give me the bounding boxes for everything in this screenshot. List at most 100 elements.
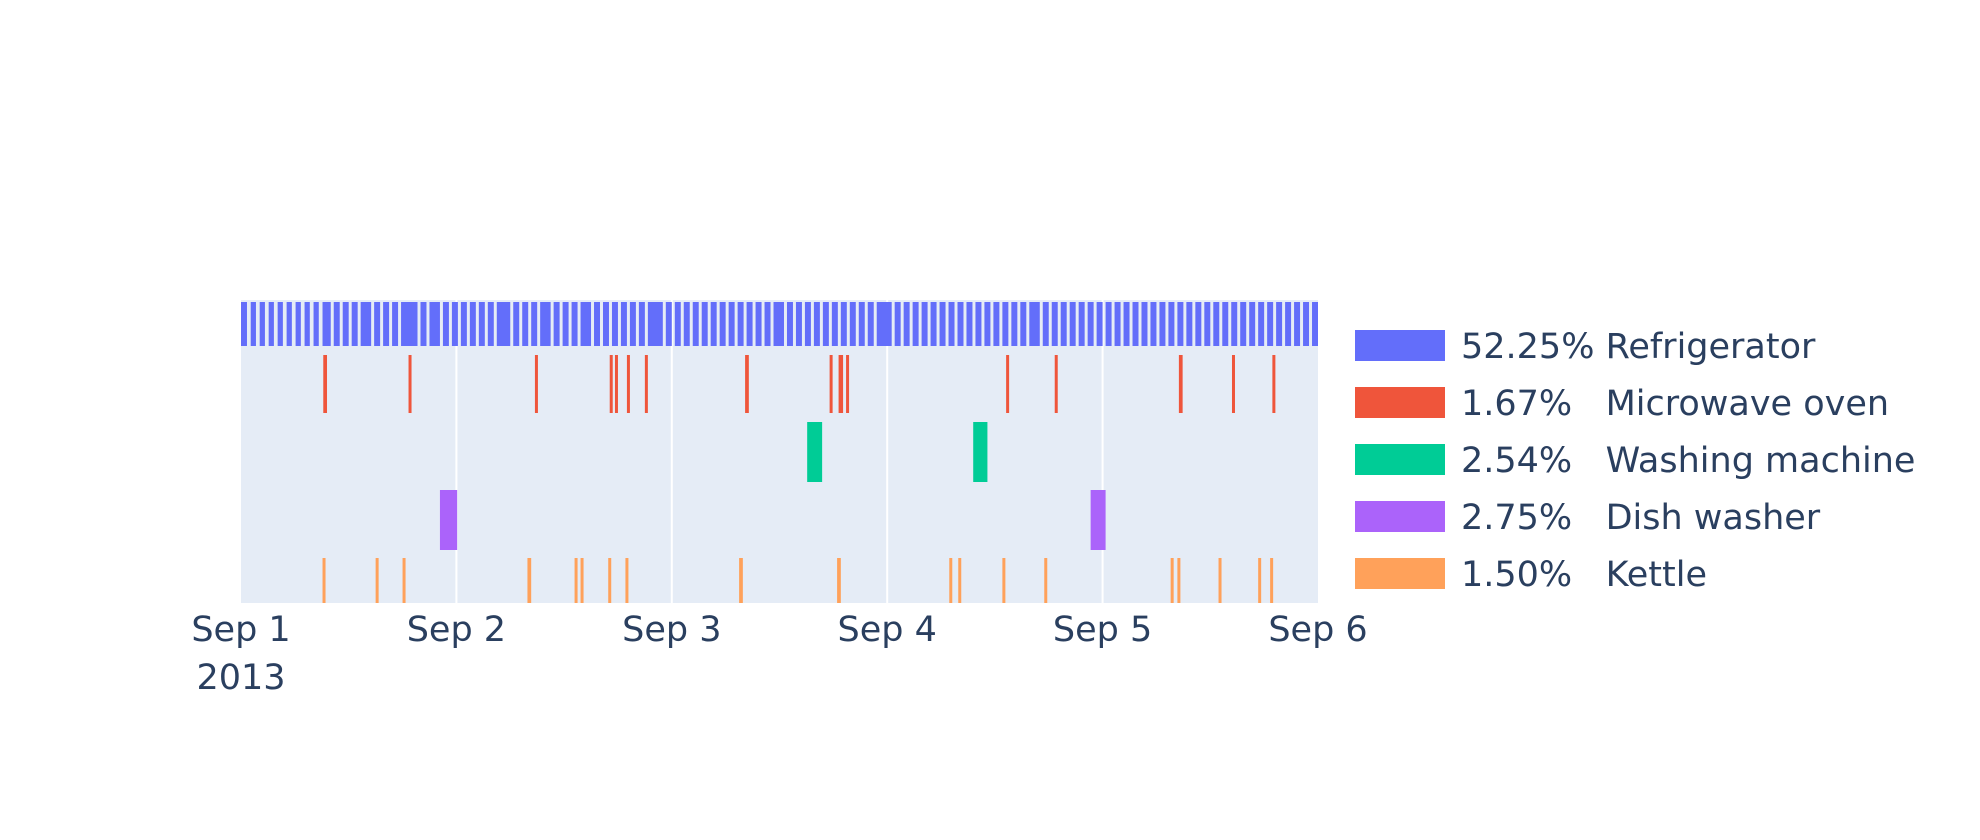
bar-microwave-oven [534, 355, 538, 413]
bar-microwave-oven [1006, 355, 1010, 413]
bar-refrigerator [894, 302, 901, 346]
bar-kettle [1177, 558, 1181, 603]
bar-refrigerator [1029, 302, 1040, 346]
bar-refrigerator [487, 302, 494, 346]
bar-microwave-oven [745, 355, 749, 413]
bar-refrigerator [1285, 302, 1292, 346]
legend[interactable]: 52.25% Refrigerator 1.67% Microwave oven 2… [1355, 327, 1915, 595]
bar-kettle [739, 558, 743, 603]
bar-microwave-oven [829, 355, 833, 413]
bar-refrigerator [594, 302, 600, 346]
bar-refrigerator [975, 302, 982, 346]
bar-washing-machine [973, 422, 988, 482]
bar-refrigerator [295, 302, 301, 346]
bar-refrigerator [1177, 302, 1184, 346]
bar-refrigerator [867, 302, 874, 346]
bars [241, 302, 1318, 603]
bar-refrigerator [930, 302, 937, 346]
bar-refrigerator [719, 302, 726, 346]
x-tick-label: Sep 6 [1268, 610, 1367, 650]
bar-refrigerator [1087, 302, 1094, 346]
bar-refrigerator [948, 302, 955, 346]
legend-item[interactable]: 1.50% Kettle [1355, 555, 1707, 595]
bar-refrigerator [1249, 302, 1256, 346]
bar-refrigerator [1011, 302, 1018, 346]
bar-refrigerator [939, 302, 946, 346]
bar-refrigerator [1231, 302, 1238, 346]
bar-refrigerator [755, 302, 762, 346]
bar-refrigerator [1020, 302, 1027, 346]
bar-kettle [625, 558, 629, 603]
bar-refrigerator [1168, 302, 1175, 346]
bar-kettle [375, 558, 379, 603]
bar-refrigerator [804, 302, 811, 346]
bar-refrigerator [1303, 302, 1310, 346]
bar-refrigerator [553, 302, 560, 346]
bar-refrigerator [531, 302, 538, 346]
bar-refrigerator [540, 302, 551, 346]
bar-refrigerator [268, 302, 274, 346]
legend-label: 52.25% Refrigerator [1461, 327, 1816, 367]
legend-item[interactable]: 52.25% Refrigerator [1355, 327, 1816, 367]
bar-refrigerator [674, 302, 681, 346]
bar-refrigerator [813, 302, 820, 346]
x-tick-label: Sep 5 [1053, 610, 1152, 650]
bar-kettle [837, 558, 841, 603]
bar-microwave-oven [626, 355, 630, 413]
x-tick-label: Sep 4 [838, 610, 937, 650]
legend-item[interactable]: 2.54% Washing machine [1355, 441, 1915, 481]
bar-refrigerator [629, 302, 636, 346]
bar-refrigerator [710, 302, 717, 346]
bar-refrigerator [401, 302, 418, 346]
bar-refrigerator [1042, 302, 1049, 346]
legend-swatch [1355, 501, 1445, 532]
bar-dish-washer [1090, 490, 1106, 550]
bar-refrigerator [1240, 302, 1247, 346]
x-tick-label: Sep 2 [407, 610, 506, 650]
bar-refrigerator [1141, 302, 1148, 346]
bar-refrigerator [795, 302, 802, 346]
x-axis: Sep 1 Sep 2 Sep 3 Sep 4 Sep 5 Sep 6 [191, 610, 1367, 650]
legend-label: 2.54% Washing machine [1461, 441, 1915, 481]
bar-refrigerator [1222, 302, 1229, 346]
bar-microwave-oven [609, 355, 613, 413]
bar-kettle [574, 558, 578, 603]
bar-refrigerator [451, 302, 458, 346]
bar-refrigerator [1078, 302, 1085, 346]
bar-refrigerator [1150, 302, 1157, 346]
bar-kettle [1170, 558, 1174, 603]
bar-microwave-oven [838, 355, 844, 413]
bar-refrigerator [442, 302, 449, 346]
bar-refrigerator [822, 302, 829, 346]
bar-microwave-oven [1054, 355, 1058, 413]
bar-kettle [527, 558, 532, 603]
bar-refrigerator [773, 302, 784, 346]
bar-kettle [1044, 558, 1048, 603]
legend-item[interactable]: 1.67% Microwave oven [1355, 384, 1889, 424]
legend-item[interactable]: 2.75% Dish washer [1355, 498, 1821, 538]
bar-refrigerator [602, 302, 609, 346]
bar-refrigerator [1159, 302, 1166, 346]
legend-label: 2.75% Dish washer [1461, 498, 1821, 538]
bar-kettle [580, 558, 584, 603]
x-tick-label: Sep 3 [622, 610, 721, 650]
bar-microwave-oven [408, 355, 412, 413]
bar-refrigerator [1312, 302, 1318, 346]
bar-refrigerator [304, 302, 310, 346]
bar-kettle [322, 558, 326, 603]
bar-refrigerator [1186, 302, 1193, 346]
bar-refrigerator [984, 302, 991, 346]
bar-refrigerator [383, 302, 390, 346]
bar-refrigerator [420, 302, 427, 346]
bar-dish-washer [439, 490, 458, 550]
bar-kettle [608, 558, 612, 603]
bar-refrigerator [912, 302, 919, 346]
bar-refrigerator [737, 302, 744, 346]
bar-kettle [949, 558, 953, 603]
plot-background [241, 300, 1318, 603]
bar-microwave-oven [1231, 355, 1235, 413]
bar-refrigerator [638, 302, 645, 346]
bar-kettle [958, 558, 962, 603]
bar-refrigerator [460, 302, 467, 346]
